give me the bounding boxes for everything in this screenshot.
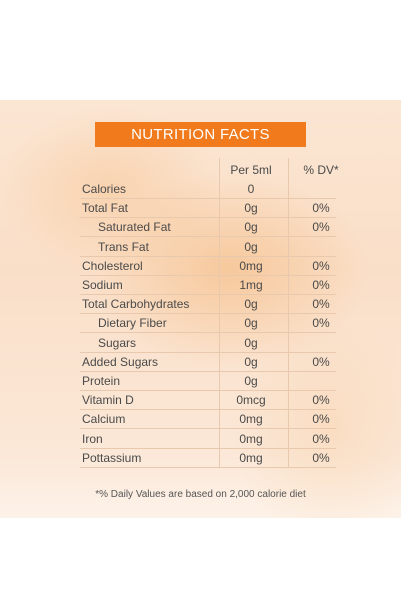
footnote: *% Daily Values are based on 2,000 calor… <box>95 489 306 500</box>
nutrient-name: Vitamin D <box>82 393 134 408</box>
table-row: Iron 0mg 0% <box>80 429 336 449</box>
table-row: Calcium 0mg 0% <box>80 409 336 430</box>
table-row: Sugars 0g <box>80 333 336 353</box>
nutrient-amount: 0g <box>244 335 258 350</box>
nutrient-name: Cholesterol <box>82 258 143 273</box>
nutrient-daily-value: 0% <box>312 220 330 235</box>
nutrient-name: Trans Fat <box>98 239 149 254</box>
nutrient-name: Iron <box>82 431 103 446</box>
nutrient-name: Sugars <box>98 335 137 350</box>
nutrient-name: Added Sugars <box>82 354 159 369</box>
nutrient-amount: 0g <box>244 297 258 312</box>
nutrient-name: Total Carbohydrates <box>82 297 190 312</box>
table-row: Cholesterol 0mg 0% <box>80 256 336 276</box>
nutrient-daily-value: 0% <box>312 316 330 331</box>
nutrient-name: Dietary Fiber <box>98 316 167 331</box>
nutrient-amount: 0mg <box>239 450 263 465</box>
table-row: Sodium 1mg 0% <box>80 275 336 295</box>
table-row: Vitamin D 0mcg 0% <box>80 390 336 411</box>
nutrient-amount: 0mg <box>239 431 263 446</box>
table-row: Added Sugars 0g 0% <box>80 352 336 372</box>
nutrient-name: Calories <box>82 182 127 196</box>
nutrient-amount: 0mcg <box>236 393 266 408</box>
nutrient-daily-value: 0% <box>312 354 330 369</box>
nutrient-amount: 1mg <box>239 278 263 292</box>
nutrient-name: Calcium <box>82 412 126 427</box>
nutrient-amount: 0g <box>244 316 258 331</box>
nutrient-amount: 0mg <box>239 258 263 273</box>
nutrient-amount: 0g <box>244 239 258 254</box>
column-header-per-serving: Per 5ml <box>230 163 272 177</box>
nutrient-amount: 0g <box>244 201 258 216</box>
nutrient-daily-value: 0% <box>312 201 330 216</box>
nutrient-name: Pottassium <box>82 450 142 465</box>
column-divider-right <box>288 158 289 468</box>
nutrient-name: Total Fat <box>82 201 129 216</box>
nutrient-amount: 0 <box>247 182 255 196</box>
nutrient-daily-value: 0% <box>312 450 330 465</box>
nutrient-daily-value: 0% <box>312 297 330 312</box>
nutrient-amount: 0g <box>244 354 258 369</box>
table-row: Calories 0 <box>80 179 336 199</box>
nutrient-daily-value: 0% <box>312 412 330 427</box>
nutrient-amount: 0g <box>244 374 258 388</box>
nutrient-daily-value: 0% <box>312 278 330 292</box>
nutrient-amount: 0mg <box>239 412 263 427</box>
table-row: Pottassium 0mg 0% <box>80 448 336 468</box>
nutrient-daily-value: 0% <box>312 393 330 408</box>
nutrition-facts-header: NUTRITION FACTS <box>95 122 306 147</box>
nutrient-name: Sodium <box>82 278 123 292</box>
table-row: Saturated Fat 0g 0% <box>80 217 336 238</box>
table-row: Total Fat 0g 0% <box>80 198 336 219</box>
header-title: NUTRITION FACTS <box>131 126 270 143</box>
column-divider-left <box>219 158 220 468</box>
nutrient-daily-value: 0% <box>312 258 330 273</box>
table-row: Protein 0g <box>80 371 336 391</box>
nutrient-name: Saturated Fat <box>98 220 171 235</box>
nutrient-name: Protein <box>82 374 121 388</box>
table-row: Total Carbohydrates 0g 0% <box>80 294 336 315</box>
table-row: Dietary Fiber 0g 0% <box>80 313 336 334</box>
column-header-daily-value: % DV* <box>303 163 339 177</box>
table-row: Trans Fat 0g <box>80 237 336 257</box>
nutrient-daily-value: 0% <box>312 431 330 446</box>
nutrient-amount: 0g <box>244 220 258 235</box>
